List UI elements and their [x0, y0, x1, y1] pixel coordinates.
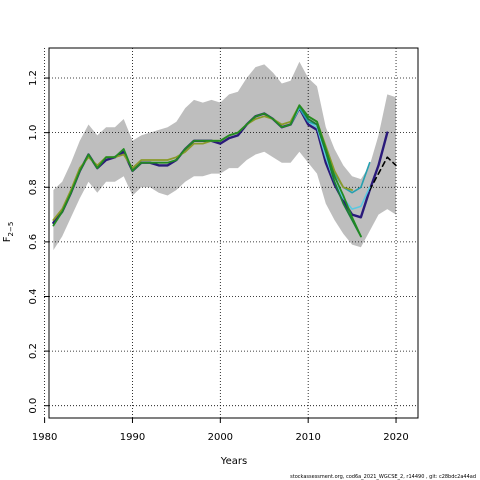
x-tick-label: 2020: [383, 432, 408, 443]
confidence-band: [53, 61, 397, 251]
y-tick-label: 0.4: [28, 289, 39, 305]
y-tick-label: 1.0: [28, 125, 39, 141]
y-tick-label: 0.0: [28, 398, 39, 414]
series-line-2: [368, 156, 397, 191]
confidence-band-layer: [53, 61, 397, 251]
series-line-5: [298, 104, 362, 238]
plot-area: [44, 48, 418, 418]
plot-frame: [48, 47, 419, 419]
x-tick-label: 1990: [120, 432, 145, 443]
footer-credit: stockassessment.org, cod6a_2021_WGCSE_2,…: [290, 474, 476, 480]
y-tick-label: 1.2: [28, 70, 39, 86]
y-axis-title-main: F: [2, 236, 13, 242]
y-tick-label: 0.6: [28, 234, 39, 250]
series-layer: [52, 104, 397, 238]
y-tick-label: 0.8: [28, 179, 39, 195]
series-line-1: [52, 106, 389, 225]
x-tick-label: 2010: [295, 432, 320, 443]
x-axis-title: Years: [220, 456, 247, 467]
x-axis: 1980 1990 2000 2010 2020: [32, 418, 409, 443]
y-axis-title-subscript: 2−5: [7, 222, 15, 237]
y-axis-title: F2−5: [2, 222, 15, 243]
y-tick-label: 0.2: [28, 343, 39, 359]
series-line-7: [52, 104, 362, 238]
x-tick-label: 2000: [208, 432, 233, 443]
y-axis: 0.0 0.2 0.4 0.6 0.8 1.0 1.2: [28, 70, 49, 414]
x-tick-label: 1980: [32, 432, 57, 443]
